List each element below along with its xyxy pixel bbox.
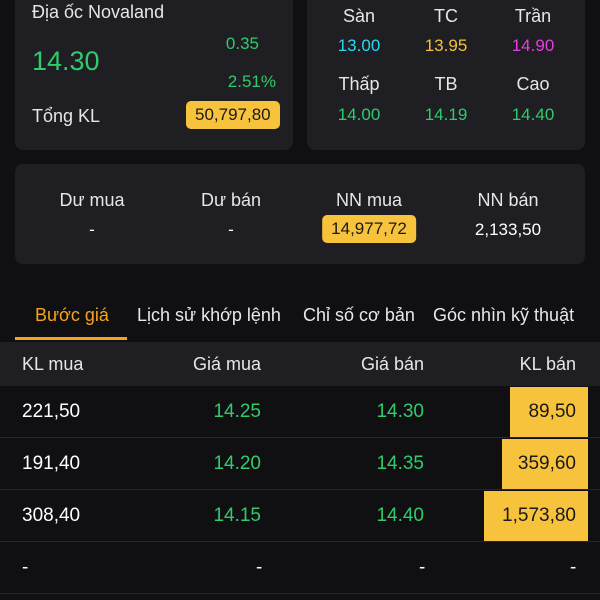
reference-label: TC	[434, 6, 458, 26]
order-book-row[interactable]: 191,40 14.20 14.35 359,60	[0, 439, 600, 490]
sell-volume: 1,573,80	[502, 505, 576, 526]
price-change-percent: 2.51%	[227, 72, 276, 91]
sell-price: 14.40	[376, 505, 424, 526]
average-value: 14.19	[424, 105, 468, 124]
sell-surplus-value: -	[228, 220, 234, 239]
foreign-sell-label: NN bán	[477, 190, 539, 210]
tab-price-steps[interactable]: Bước giá	[35, 305, 109, 325]
tab-match-history[interactable]: Lịch sử khớp lệnh	[137, 305, 281, 325]
header-sell-volume: KL bán	[519, 354, 576, 374]
total-volume-label: Tổng KL	[32, 106, 101, 126]
header-buy-volume: KL mua	[22, 354, 84, 374]
order-book-row[interactable]: - - - -	[0, 543, 600, 594]
sell-price: 14.35	[376, 453, 424, 474]
buy-volume: 308,40	[22, 505, 81, 526]
order-book-row[interactable]: 308,40 14.15 14.40 1,573,80	[0, 491, 600, 542]
order-book-header: KL mua Giá mua Giá bán KL bán	[0, 342, 600, 386]
floor-value: 13.00	[337, 36, 381, 55]
sell-volume: 359,60	[517, 453, 576, 474]
tab-technical-view[interactable]: Góc nhìn kỹ thuật	[433, 305, 575, 325]
buy-price: 14.25	[213, 401, 261, 422]
foreign-buy-value: 14,977,72	[322, 215, 416, 243]
foreign-buy-label: NN mua	[335, 190, 403, 210]
high-label: Cao	[516, 74, 550, 94]
buy-volume: 191,40	[22, 453, 81, 474]
price-reference-card: Sàn TC Trần 13.00 13.95 14.90 Thấp TB Ca…	[307, 0, 585, 150]
header-sell-price: Giá bán	[360, 354, 424, 374]
detail-tabs: Bước giá Lịch sử khớp lệnh Chỉ số cơ bản…	[0, 292, 600, 340]
sell-volume-bar	[484, 491, 588, 541]
buy-price: 14.15	[213, 505, 261, 526]
buy-price: -	[256, 557, 263, 578]
sell-volume-bar	[510, 387, 588, 437]
stock-summary-card: Địa ốc Novaland 14.30 0.35 2.51% Tổng KL…	[15, 0, 293, 150]
low-value: 14.00	[337, 105, 381, 124]
buy-volume: 221,50	[22, 401, 81, 422]
trade-summary-card: Dư mua Dư bán NN mua NN bán - - 14,977,7…	[15, 164, 585, 264]
ceiling-value: 14.90	[511, 36, 555, 55]
high-value: 14.40	[511, 105, 555, 124]
order-book-row[interactable]: 221,50 14.25 14.30 89,50	[0, 387, 600, 438]
average-label: TB	[434, 74, 458, 94]
stock-name: Địa ốc Novaland	[32, 2, 165, 22]
tab-fundamentals[interactable]: Chỉ số cơ bản	[303, 305, 415, 325]
stock-price: 14.30	[32, 46, 100, 76]
sell-volume: -	[570, 557, 577, 578]
active-tab-indicator	[15, 337, 127, 340]
sell-volume: 89,50	[528, 401, 576, 422]
sell-surplus-label: Dư bán	[200, 190, 262, 210]
floor-label: Sàn	[342, 6, 376, 26]
sell-volume-bar	[502, 439, 588, 489]
low-label: Thấp	[338, 74, 380, 94]
buy-volume: -	[22, 557, 29, 578]
ceiling-label: Trần	[514, 6, 552, 26]
buy-price: 14.20	[213, 453, 261, 474]
buy-surplus-label: Dư mua	[59, 190, 125, 210]
price-change: 0.35	[225, 34, 259, 53]
buy-surplus-value: -	[89, 220, 95, 239]
sell-price: -	[419, 557, 426, 578]
reference-value: 13.95	[424, 36, 468, 55]
total-volume-value: 50,797,80	[186, 101, 280, 129]
foreign-sell-value: 2,133,50	[474, 220, 542, 239]
sell-price: 14.30	[376, 401, 424, 422]
header-buy-price: Giá mua	[192, 354, 261, 374]
